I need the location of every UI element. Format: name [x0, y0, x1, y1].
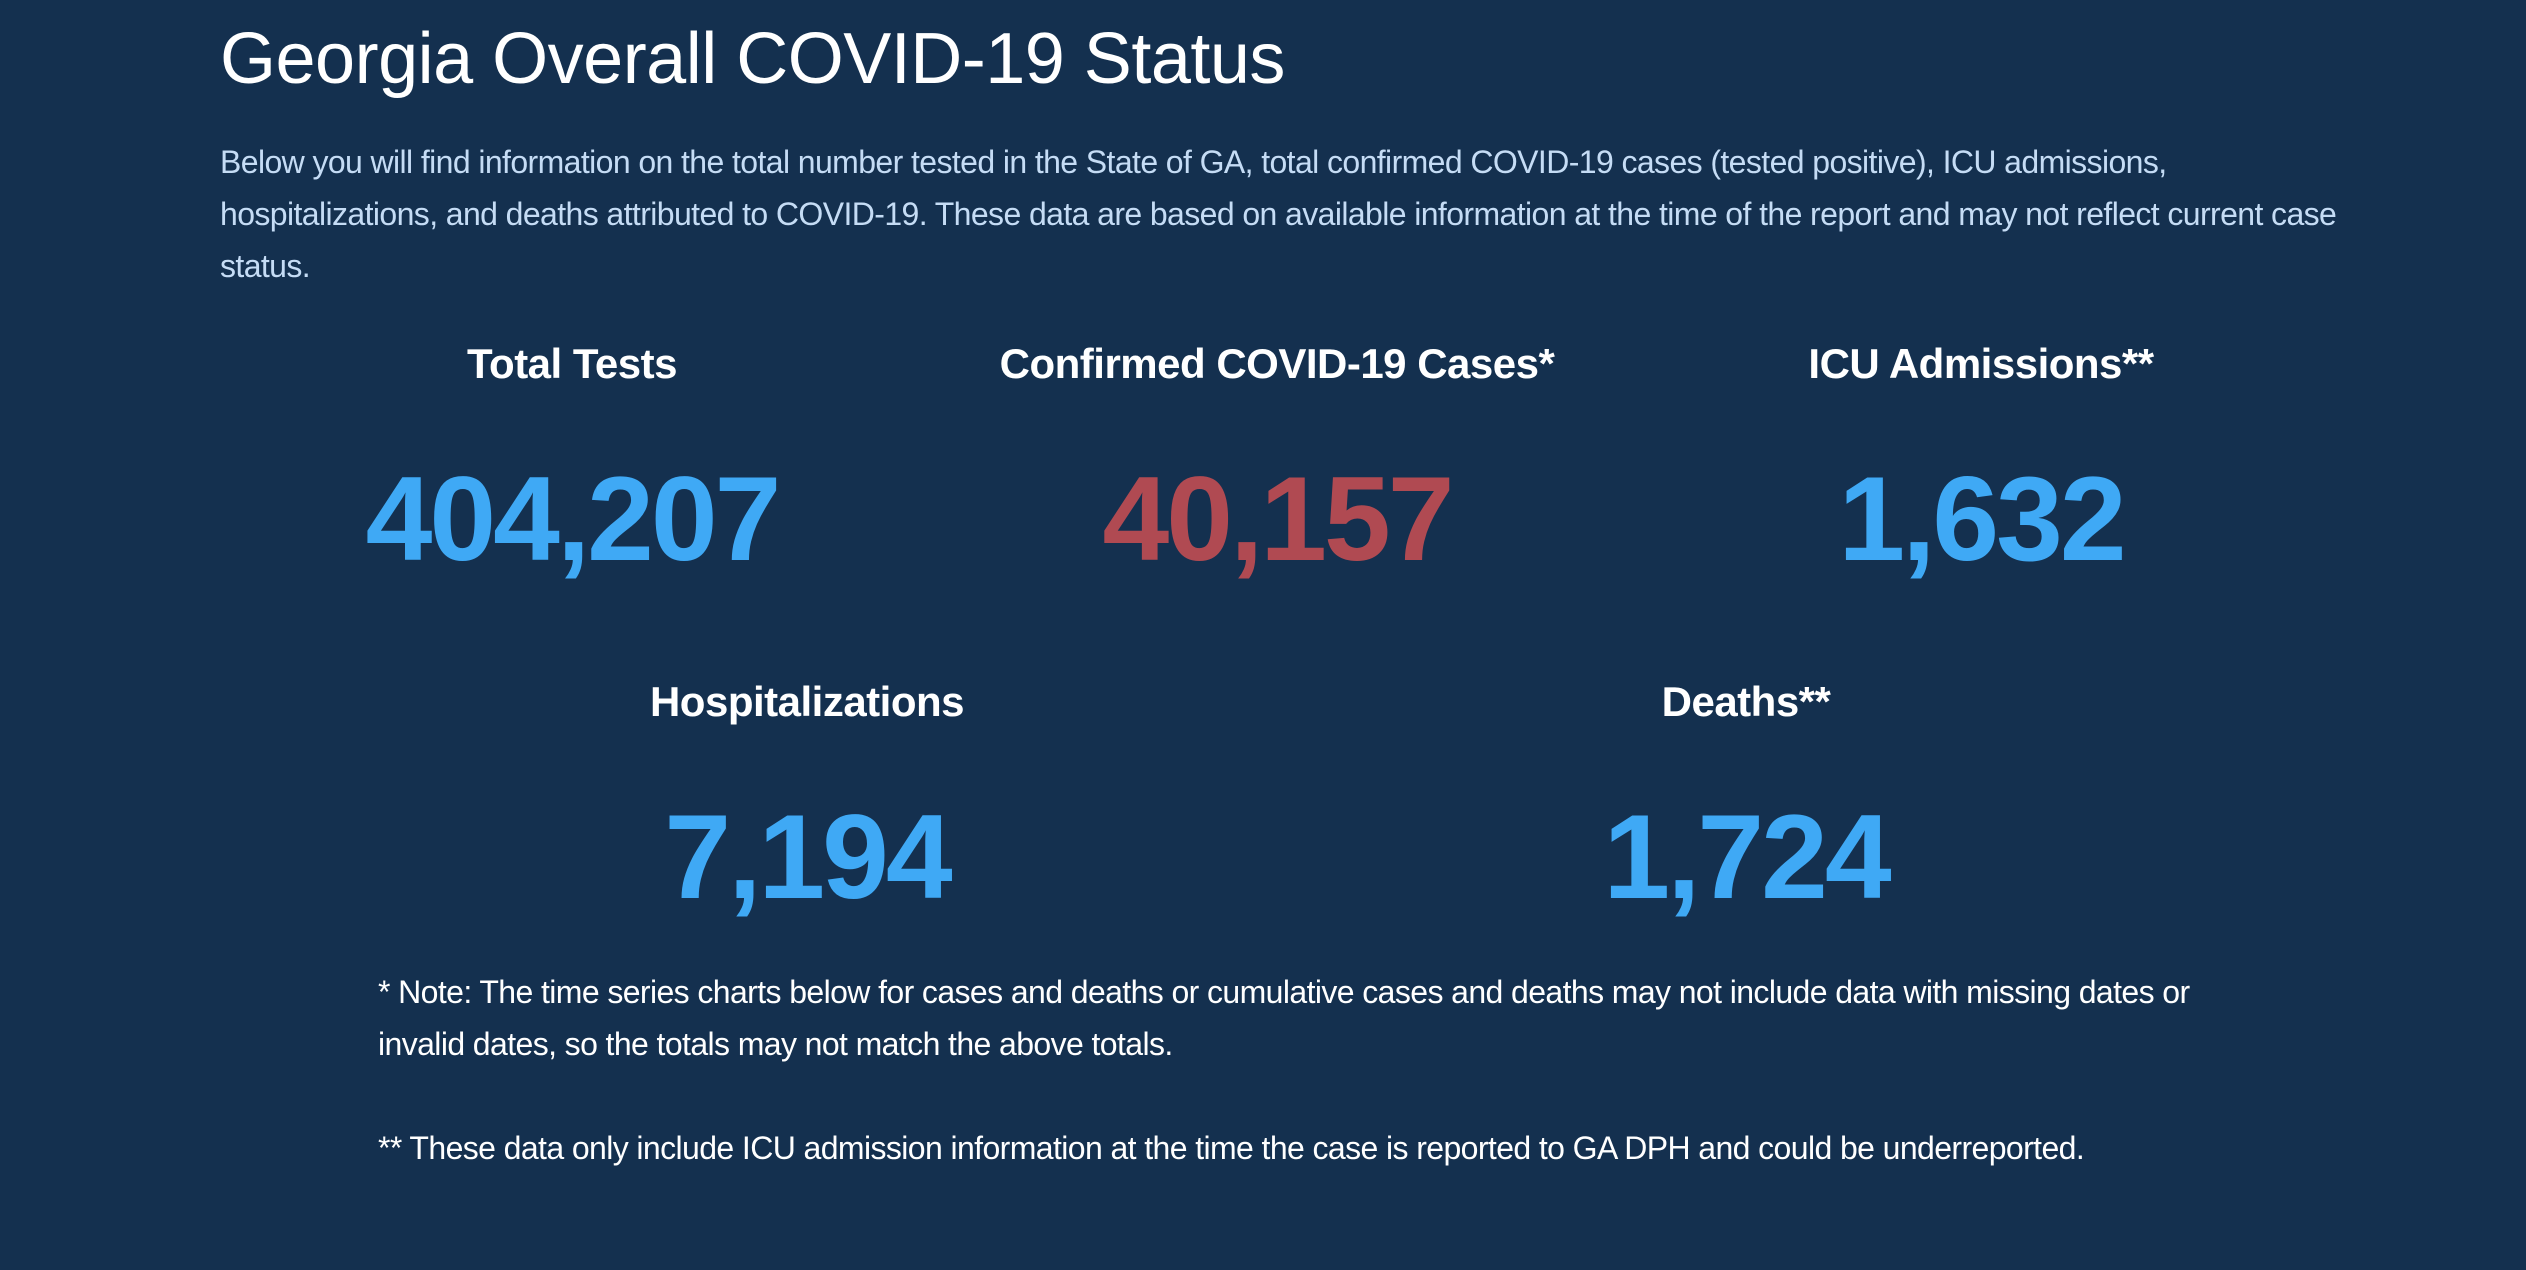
stat-label: Deaths** [1661, 678, 1831, 725]
stat-value: 40,157 [1102, 452, 1454, 586]
intro-text: Below you will find information on the t… [220, 144, 2337, 284]
stat-deaths: Deaths** 1,724 [1346, 678, 2146, 926]
page-title: Georgia Overall COVID-19 Status [220, 19, 1285, 99]
stat-confirmed-cases: Confirmed COVID-19 Cases* 40,157 [877, 340, 1677, 588]
stat-total-tests: Total Tests 404,207 [172, 340, 972, 588]
stat-label: Total Tests [467, 340, 677, 387]
stat-label: Confirmed COVID-19 Cases* [999, 340, 1555, 387]
stat-value: 404,207 [365, 452, 782, 586]
stat-icu-admissions: ICU Admissions** 1,632 [1581, 340, 2381, 588]
stat-label: Hospitalizations [649, 678, 965, 725]
stat-hospitalizations: Hospitalizations 7,194 [407, 678, 1207, 926]
stat-value: 1,724 [1603, 790, 1891, 924]
stat-label: ICU Admissions** [1808, 340, 2154, 387]
note-time-series: * Note: The time series charts below for… [378, 974, 2190, 1062]
stat-value: 1,632 [1838, 452, 2126, 586]
note-icu: ** These data only include ICU admission… [378, 1130, 2085, 1166]
stat-value: 7,194 [664, 790, 952, 924]
